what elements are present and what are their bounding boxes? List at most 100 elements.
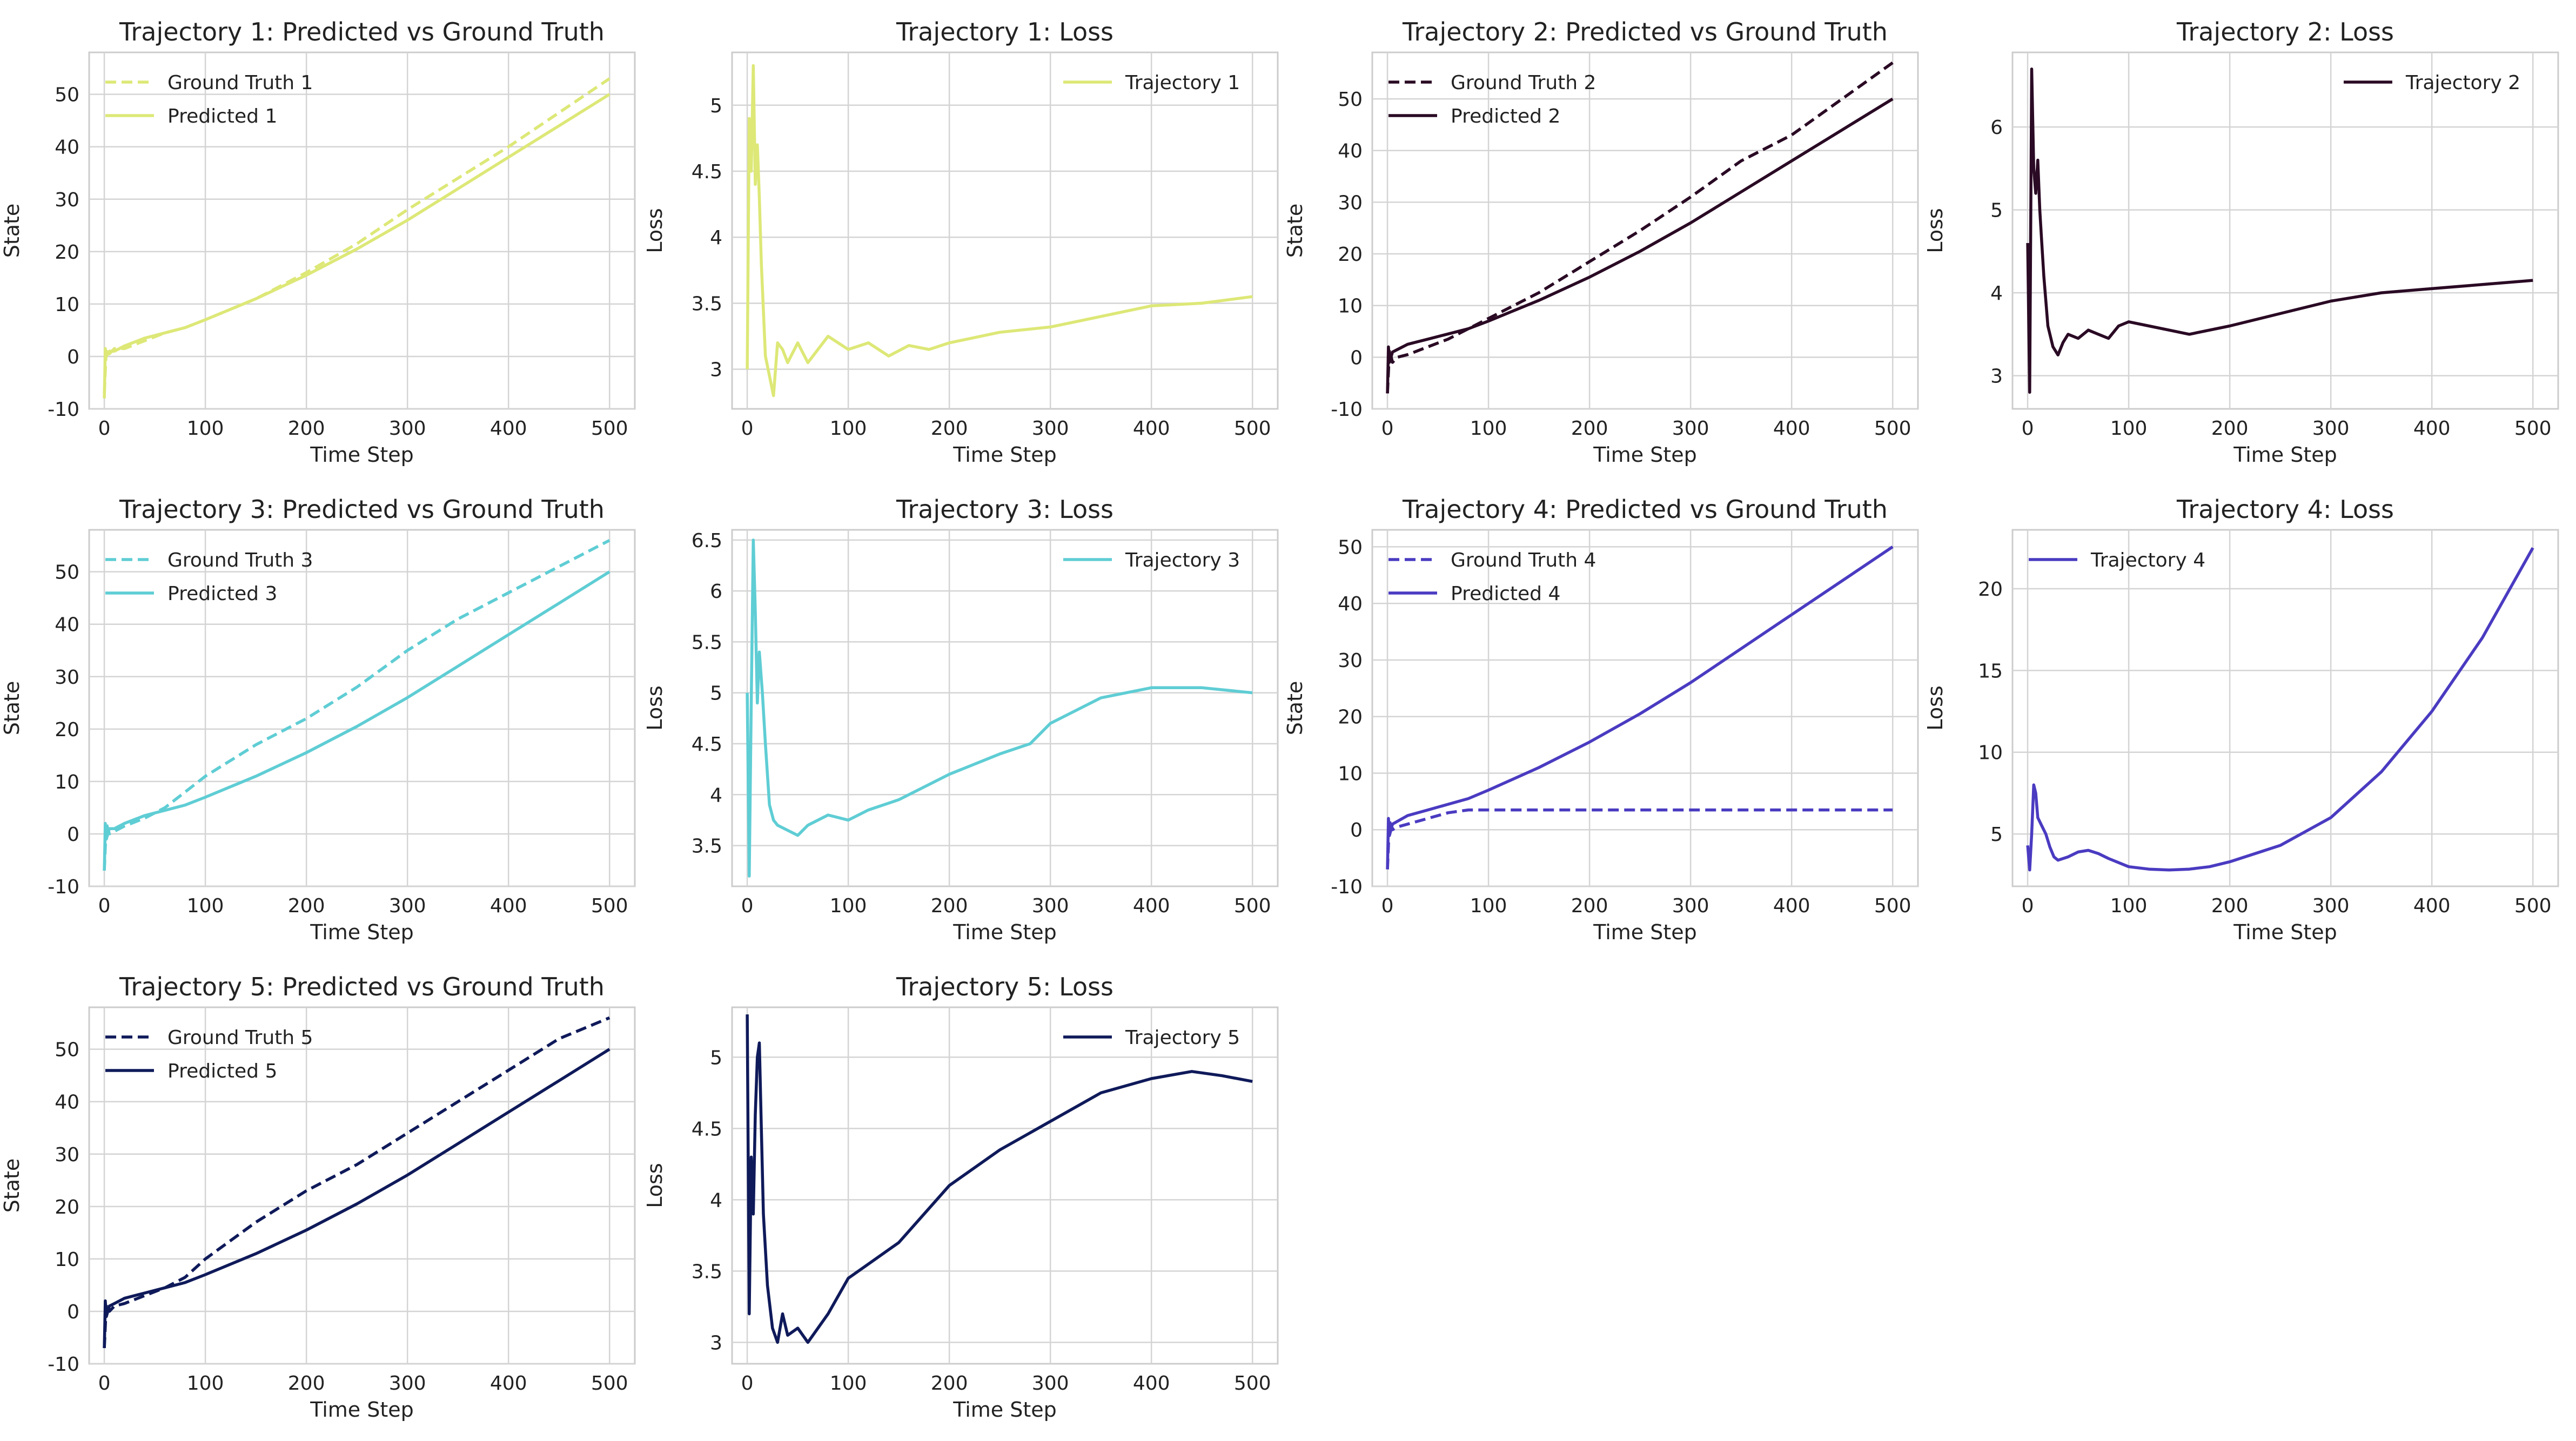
series-line-1 xyxy=(746,538,1253,878)
x-tick-label: 300 xyxy=(389,895,426,917)
legend-label: Ground Truth 4 xyxy=(1451,549,1596,571)
y-tick-label: 20 xyxy=(55,1196,79,1218)
subplot-title: Trajectory 5: Predicted vs Ground Truth xyxy=(119,972,605,1001)
y-tick-label: 50 xyxy=(55,1039,79,1061)
series-line-2 xyxy=(103,1048,611,1348)
y-tick-label: 10 xyxy=(1338,295,1363,318)
y-tick-label: 20 xyxy=(55,241,79,264)
y-tick-label: 5 xyxy=(710,95,722,117)
y-tick-label: 5 xyxy=(1990,824,2003,846)
y-tick-label: 10 xyxy=(1978,742,2003,764)
x-tick-label: 300 xyxy=(1672,895,1709,917)
legend: Trajectory 1 xyxy=(1063,72,1240,94)
x-tick-label: 500 xyxy=(591,418,628,440)
y-axis-label: State xyxy=(0,1159,24,1213)
y-tick-label: 6 xyxy=(1990,117,2003,139)
series-line-1 xyxy=(2026,547,2534,872)
y-tick-label: 20 xyxy=(1338,706,1363,729)
y-axis-label: Loss xyxy=(643,208,667,253)
plot-area xyxy=(88,51,636,410)
y-tick-label: 3.5 xyxy=(692,293,722,315)
x-axis-label: Time Step xyxy=(1593,920,1697,944)
y-tick-label: -10 xyxy=(1331,399,1363,421)
subplot-title: Trajectory 4: Loss xyxy=(2176,495,2394,524)
x-tick-label: 400 xyxy=(1773,418,1810,440)
subplot-title: Trajectory 5: Loss xyxy=(896,972,1113,1001)
y-tick-label: 30 xyxy=(55,189,79,211)
x-axis-label: Time Step xyxy=(310,1398,414,1422)
x-tick-label: 100 xyxy=(830,1372,867,1395)
y-tick-label: 10 xyxy=(55,1249,79,1271)
series-line-1 xyxy=(2026,67,2533,394)
x-tick-label: 300 xyxy=(2312,895,2350,917)
x-tick-label: 0 xyxy=(2022,418,2034,440)
plot-area xyxy=(2011,51,2559,410)
subplot-title: Trajectory 2: Loss xyxy=(2176,17,2394,46)
legend-label: Predicted 1 xyxy=(167,105,277,127)
x-tick-label: 300 xyxy=(1032,895,1069,917)
subplot-5: 0 100 200 300 400 500 -10 0 10 20 30 40 50 Trajectory… xyxy=(0,495,636,944)
x-tick-label: 500 xyxy=(591,1372,628,1395)
legend-label: Trajectory 4 xyxy=(2090,549,2205,571)
legend: Trajectory 5 xyxy=(1063,1027,1240,1049)
x-tick-label: 0 xyxy=(741,1372,754,1395)
y-tick-label: 50 xyxy=(55,562,79,584)
subplot-9: 0 100 200 300 400 500 -10 0 10 20 30 40 50 Trajectory… xyxy=(0,972,636,1422)
x-tick-label: 400 xyxy=(2413,895,2451,917)
plot-area xyxy=(731,1006,1279,1365)
y-axis-label: State xyxy=(0,204,24,258)
x-tick-label: 300 xyxy=(1032,418,1069,440)
x-tick-label: 200 xyxy=(288,418,325,440)
x-tick-label: 200 xyxy=(931,418,968,440)
y-tick-label: 0 xyxy=(67,824,79,846)
y-tick-label: 30 xyxy=(1338,192,1363,214)
plot-area xyxy=(731,529,1279,887)
subplot-3: 0 100 200 300 400 500 -10 0 10 20 30 40 50 Trajectory… xyxy=(1283,17,1919,467)
x-tick-label: 300 xyxy=(2312,418,2350,440)
subplot-title: Trajectory 3: Predicted vs Ground Truth xyxy=(119,495,605,524)
x-tick-label: 400 xyxy=(1773,895,1810,917)
x-tick-label: 500 xyxy=(2514,418,2552,440)
y-axis-label: Loss xyxy=(643,1163,667,1208)
series-line-1 xyxy=(1386,808,1893,870)
x-tick-label: 0 xyxy=(98,1372,111,1395)
x-axis-label: Time Step xyxy=(310,443,414,467)
plot-area xyxy=(88,1006,636,1365)
series-line-2 xyxy=(1386,546,1894,870)
y-tick-label: 5 xyxy=(1990,200,2003,222)
x-axis-label: Time Step xyxy=(2233,920,2337,944)
y-tick-label: 6 xyxy=(710,581,722,603)
legend: Trajectory 3 xyxy=(1063,549,1240,571)
y-axis-label: Loss xyxy=(1923,685,1947,730)
x-tick-label: 200 xyxy=(1571,895,1608,917)
x-tick-label: 200 xyxy=(2211,895,2249,917)
y-tick-label: 40 xyxy=(55,614,79,636)
y-tick-label: 5.5 xyxy=(692,631,722,654)
y-tick-label: 40 xyxy=(55,1092,79,1114)
y-tick-label: 5 xyxy=(710,683,722,705)
x-tick-label: 100 xyxy=(187,1372,224,1395)
x-tick-label: 200 xyxy=(931,1372,968,1395)
series-line-1 xyxy=(746,64,1253,398)
y-tick-label: 4.5 xyxy=(692,733,722,756)
legend: Ground Truth 4 Predicted 4 xyxy=(1388,549,1596,605)
subplot-6: 0 100 200 300 400 500 3.5 4 4.5 5 5.5 6 6.5 Trajector… xyxy=(643,495,1279,944)
subplot-title: Trajectory 3: Loss xyxy=(896,495,1113,524)
x-tick-label: 300 xyxy=(389,1372,426,1395)
y-tick-label: 3 xyxy=(1990,366,2003,388)
y-tick-label: 4 xyxy=(710,227,722,249)
legend: Trajectory 2 xyxy=(2344,72,2520,94)
y-axis-label: State xyxy=(1283,681,1307,736)
x-tick-label: 100 xyxy=(187,895,224,917)
x-tick-label: 100 xyxy=(830,418,867,440)
y-tick-label: 40 xyxy=(1338,140,1363,163)
y-tick-label: 3.5 xyxy=(692,836,722,858)
x-tick-label: 500 xyxy=(2514,895,2552,917)
x-axis-label: Time Step xyxy=(952,920,1057,944)
subplot-4: 0 100 200 300 400 500 3 4 5 6 Trajectory 2: Loss Ti… xyxy=(1923,17,2559,467)
y-tick-label: 4.5 xyxy=(692,161,722,183)
subplot-title: Trajectory 4: Predicted vs Ground Truth xyxy=(1402,495,1888,524)
y-tick-label: 3.5 xyxy=(692,1261,722,1283)
subplot-title: Trajectory 1: Loss xyxy=(896,17,1113,46)
y-tick-label: 0 xyxy=(1350,819,1363,841)
